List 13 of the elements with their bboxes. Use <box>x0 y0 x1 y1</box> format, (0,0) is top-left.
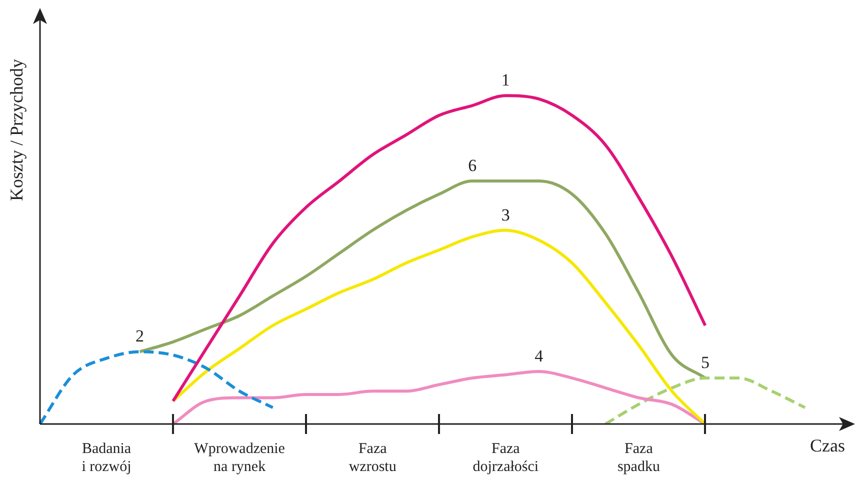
x-tick-label: Faza spadku <box>617 440 660 475</box>
x-tick-label: Faza dojrzałości <box>472 440 539 475</box>
x-tick-label: Wprowadzenie na rynek <box>194 440 286 475</box>
series-label: 5 <box>700 353 710 372</box>
series-label: 4 <box>534 346 544 366</box>
x-tick-label: Badania i rozwój <box>82 440 132 475</box>
series-label: 2 <box>136 326 144 346</box>
x-axis-title: Czas <box>810 436 845 456</box>
series-label: 1 <box>501 70 510 90</box>
x-tick-label: Faza wzrostu <box>348 440 397 475</box>
series-label: 3 <box>501 205 510 224</box>
y-axis-title: Koszty / Przychody <box>6 59 27 201</box>
series-label: 6 <box>468 156 477 175</box>
